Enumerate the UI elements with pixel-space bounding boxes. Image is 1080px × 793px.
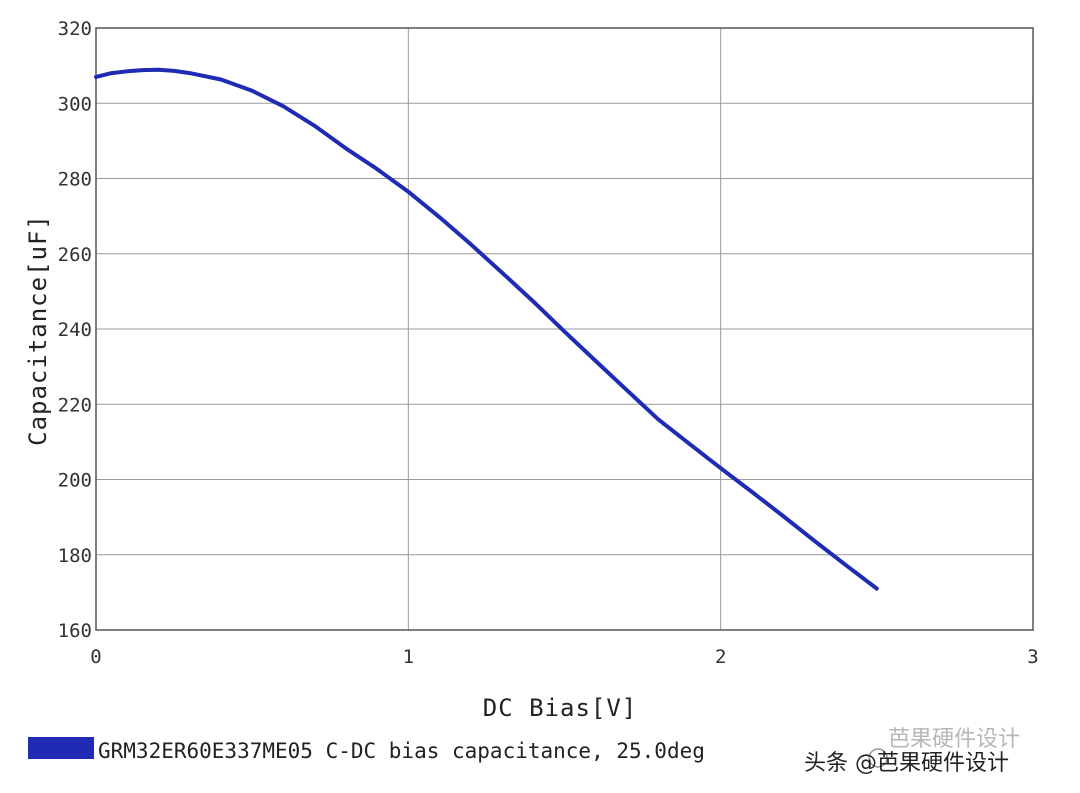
y-tick-label: 260	[58, 244, 92, 266]
legend-swatch	[28, 737, 94, 759]
plot-frame	[95, 27, 1034, 631]
x-tick-label: 1	[403, 646, 414, 668]
x-axis-title: DC Bias[V]	[483, 694, 638, 722]
series-line	[94, 67, 879, 591]
watermark-circle-icon	[868, 748, 888, 768]
x-tick-labels: 0 1 2 3	[90, 646, 1038, 668]
watermark-faint: 芭果硬件设计	[888, 727, 1020, 752]
y-tick-label: 160	[58, 620, 92, 642]
y-tick-labels: 160 180 200 220 240 260 280 300 320	[58, 18, 92, 642]
y-axis-title: Capacitance[uF]	[24, 214, 52, 446]
x-tick-label: 0	[90, 646, 101, 668]
y-tick-label: 300	[58, 93, 92, 115]
x-tick-label: 2	[715, 646, 726, 668]
series-layer	[94, 67, 879, 591]
y-tick-label: 280	[58, 169, 92, 191]
x-tick-label: 3	[1027, 646, 1038, 668]
y-tick-label: 220	[58, 394, 92, 416]
legend-label: GRM32ER60E337ME05 C-DC bias capacitance,…	[98, 739, 705, 763]
y-tick-label: 240	[58, 319, 92, 341]
y-tick-label: 180	[58, 545, 92, 567]
watermark-main: 头条 @芭果硬件设计	[804, 751, 1009, 776]
y-tick-label: 200	[58, 470, 92, 492]
y-tick-label: 320	[58, 18, 92, 40]
